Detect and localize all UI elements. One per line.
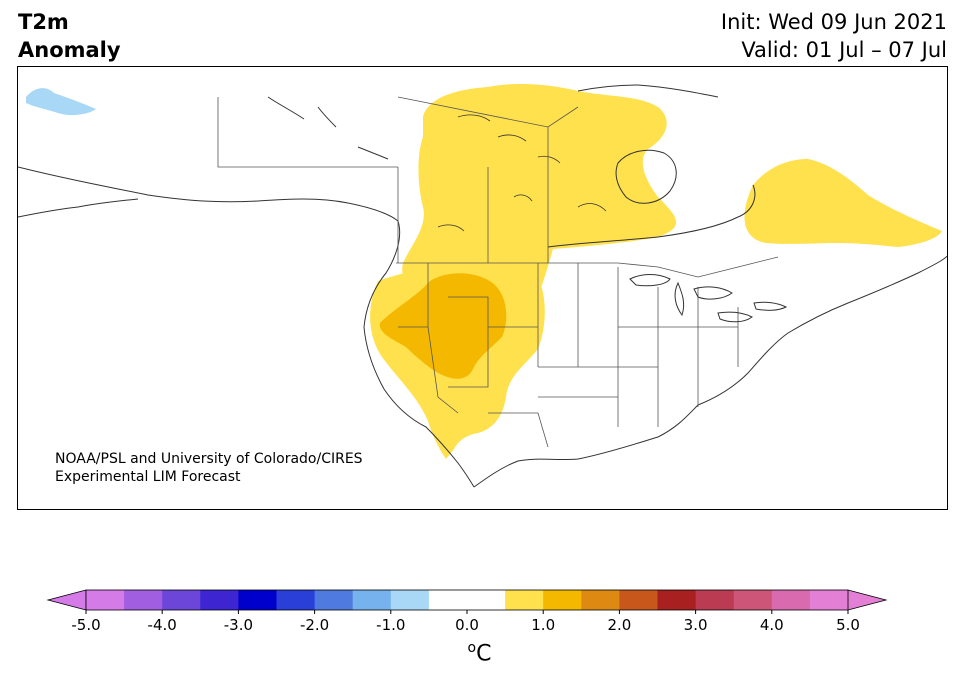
credit-line-2: Experimental LIM Forecast	[55, 469, 241, 485]
colorbar-tick-label: 4.0	[760, 616, 784, 634]
colorbar-tick-label: 3.0	[684, 616, 708, 634]
colorbar-bin	[695, 590, 735, 610]
colorbar-bin	[543, 590, 582, 610]
political-borders	[217, 96, 779, 448]
title-line-1: T2m	[18, 10, 69, 34]
great-lakes	[629, 274, 788, 323]
credit-line-1: NOAA/PSL and University of Colorado/CIRE…	[55, 451, 363, 467]
strong-positive-anomaly-area	[379, 273, 507, 379]
colorbar-bin	[619, 590, 658, 610]
init-date: Init: Wed 09 Jun 2021	[720, 10, 947, 34]
anomaly-map	[18, 84, 947, 488]
colorbar-bin	[467, 590, 506, 610]
colorbar-extend-low	[46, 589, 87, 611]
colorbar-bin	[200, 590, 239, 610]
positive-anomaly-area-quebec	[744, 159, 942, 247]
colorbar-tick-label: 0.0	[455, 616, 479, 634]
colorbar-bin	[771, 590, 811, 610]
colorbar-bin	[428, 590, 468, 610]
colorbar-bin	[314, 590, 354, 610]
colorbar-tick-label: -1.0	[376, 616, 405, 634]
colorbar-bin	[657, 590, 697, 610]
colorbar-bin	[124, 590, 163, 610]
colorbar-tick-label: -3.0	[224, 616, 253, 634]
canadian-lakes	[437, 114, 607, 232]
hudson-bay	[267, 96, 677, 204]
map-panel	[17, 66, 948, 510]
negative-anomaly-area-alaska	[26, 88, 96, 116]
colorbar-bin	[162, 590, 201, 610]
colorbar-bin	[505, 590, 544, 610]
colorbar-bin	[238, 590, 277, 610]
figure-title: T2m Anomaly	[18, 8, 121, 64]
colorbar-bin	[809, 590, 849, 610]
colorbar-bin	[86, 590, 125, 610]
colorbar-tick-label: 5.0	[836, 616, 860, 634]
colorbar-bin	[390, 590, 430, 610]
coastlines	[18, 84, 947, 488]
colorbar-bin	[352, 590, 392, 610]
positive-anomaly-area-canada	[402, 84, 677, 298]
colorbar-extend-high	[847, 589, 888, 611]
colorbar-tick-label: 1.0	[531, 616, 555, 634]
colorbar-tick-label: -4.0	[148, 616, 177, 634]
colorbar-tick-label: 2.0	[607, 616, 631, 634]
colorbar-bin	[276, 590, 316, 610]
valid-date: Valid: 01 Jul – 07 Jul	[741, 38, 947, 62]
colorbar-bin	[581, 590, 620, 610]
colorbar: -5.0 -4.0 -3.0 -2.0 -1.0 0.0 1.0 2.0 3.0 4.0 5.0	[46, 589, 888, 634]
colorbar-unit: C	[476, 641, 492, 667]
title-line-2: Anomaly	[18, 38, 121, 62]
data-credit: NOAA/PSL and University of Colorado/CIRE…	[55, 450, 363, 486]
colorbar-tick-label: -5.0	[71, 616, 100, 634]
colorbar-tick-label: -2.0	[300, 616, 329, 634]
colorbar-unit-label: oC	[0, 640, 959, 666]
colorbar-unit-superscript: o	[467, 640, 477, 656]
colorbar-bin	[733, 590, 773, 610]
forecast-dates: Init: Wed 09 Jun 2021 Valid: 01 Jul – 07…	[721, 8, 947, 64]
